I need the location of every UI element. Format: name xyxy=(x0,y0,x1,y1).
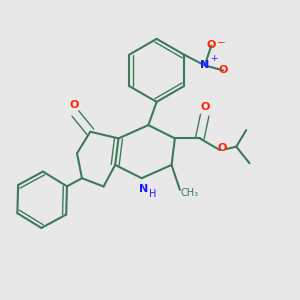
Text: O: O xyxy=(201,101,210,112)
Text: CH₃: CH₃ xyxy=(180,188,198,198)
Text: O: O xyxy=(218,143,227,153)
Text: N: N xyxy=(200,60,209,70)
Text: O: O xyxy=(207,40,216,50)
Text: −: − xyxy=(217,38,226,48)
Text: +: + xyxy=(210,54,218,63)
Text: O: O xyxy=(218,65,228,75)
Text: H: H xyxy=(149,189,156,199)
Text: N: N xyxy=(139,184,148,194)
Text: O: O xyxy=(69,100,78,110)
